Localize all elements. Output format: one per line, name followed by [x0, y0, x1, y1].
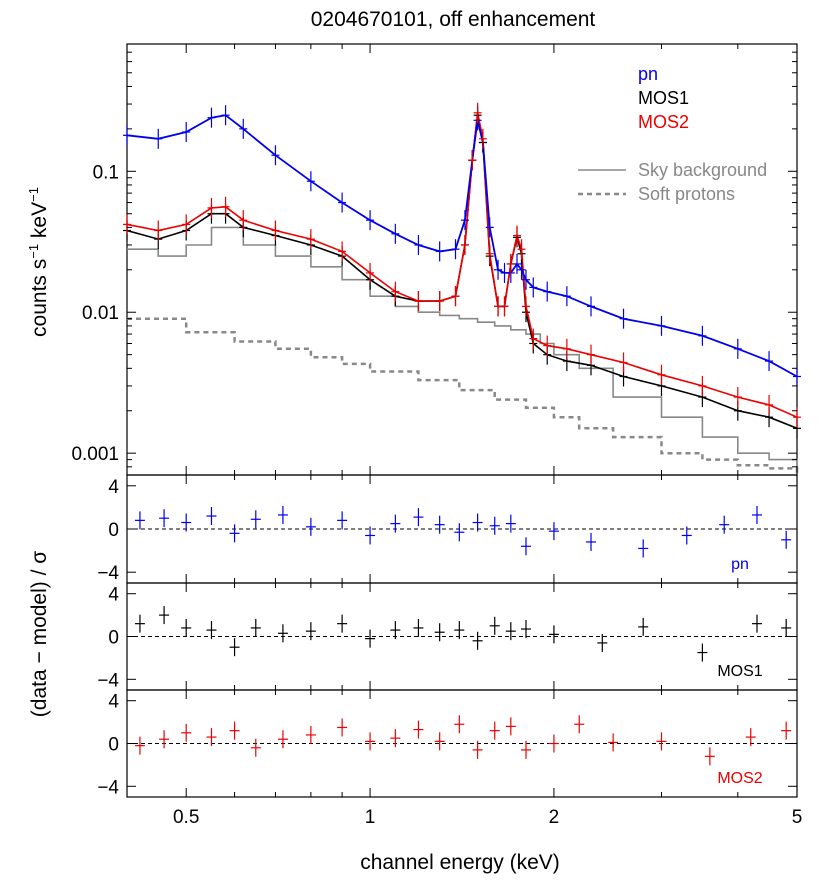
mos2-y-tick-label: 4 [108, 692, 119, 713]
mos1-panel-label: MOS1 [717, 663, 762, 680]
pn-y-tick-label: −4 [97, 563, 119, 584]
x-tick-label: 1 [365, 807, 376, 828]
spectrum-y-tick-label: 0.01 [82, 303, 119, 324]
legend-label-mos2: MOS2 [638, 112, 689, 132]
mos1-y-tick-label: −4 [97, 670, 119, 691]
y-label-sup2: −1 [26, 187, 41, 202]
mos1-y-tick-label: 4 [108, 585, 119, 606]
x-tick-label: 2 [549, 807, 560, 828]
spectrum-y-tick-label: 0.1 [93, 162, 119, 183]
pn-y-tick-label: 4 [108, 477, 119, 498]
x-tick-label: 5 [792, 807, 803, 828]
legend-label-mos1: MOS1 [638, 88, 689, 108]
y-label-kev: keV [28, 202, 51, 244]
x-axis-label: channel energy (keV) [360, 851, 560, 874]
spectrum-y-tick-label: 0.001 [71, 444, 119, 465]
y-axis-label-spectrum: counts s−1 keV−1 [26, 187, 51, 337]
y-label-counts: counts s [28, 259, 51, 337]
y-axis-label-residuals: (data − model) / σ [28, 551, 51, 717]
mos2-y-tick-label: 0 [108, 735, 119, 756]
legend-label-soft-protons: Soft protons [638, 184, 735, 204]
mos2-panel-label: MOS2 [717, 770, 762, 787]
chart-title: 0204670101, off enhancement [311, 8, 596, 31]
mos2-model-curve [126, 112, 798, 418]
pn-panel-label: pn [731, 556, 749, 573]
mos2-y-tick-label: −4 [97, 777, 119, 798]
legend-label-pn: pn [638, 64, 658, 84]
y-label-sup1: −1 [26, 244, 41, 259]
mos1-y-tick-label: 0 [108, 628, 119, 649]
pn-model-curve [126, 114, 798, 378]
x-tick-label: 0.5 [173, 807, 199, 828]
legend-label-sky-background: Sky background [638, 160, 767, 180]
pn-y-tick-label: 0 [108, 520, 119, 541]
